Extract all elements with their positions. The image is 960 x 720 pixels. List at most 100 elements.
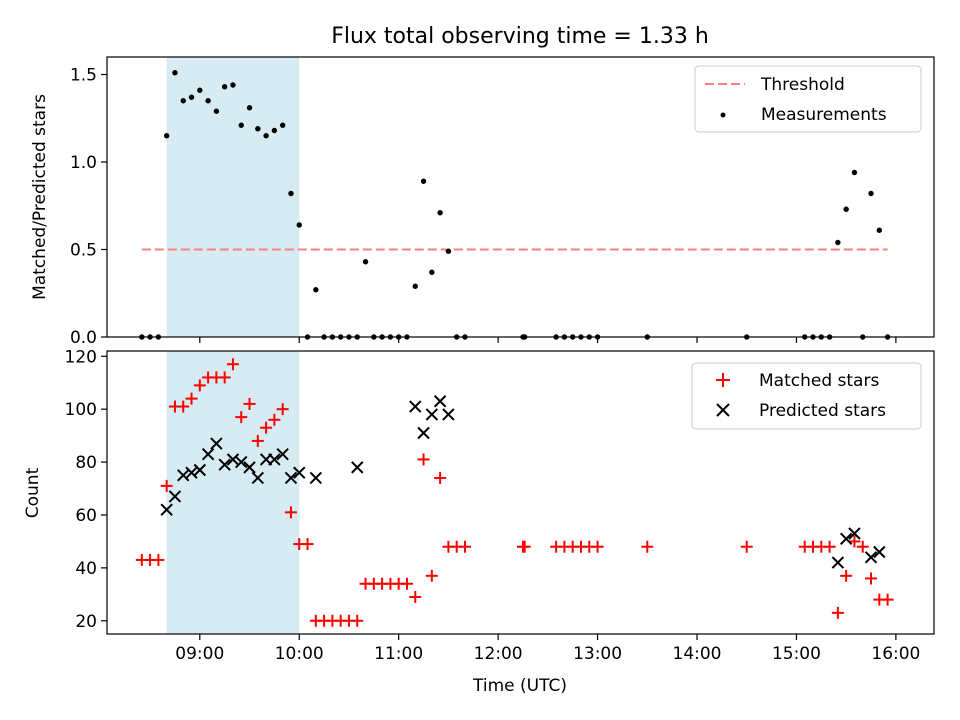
matched-star-point <box>848 535 861 548</box>
matched-star-point <box>840 569 853 582</box>
predicted-star-point <box>243 461 256 474</box>
measurement-point <box>437 210 443 216</box>
measurement-point <box>255 126 261 132</box>
top-axes-frame <box>106 56 935 338</box>
matched-star-point <box>591 540 604 553</box>
matched-star-point <box>417 453 430 466</box>
bottom-y-tick-label: 60 <box>75 506 97 526</box>
predicted-star-point-b <box>235 455 248 469</box>
predicted-star-point-b <box>831 556 845 569</box>
predicted-star-point-b <box>433 395 447 408</box>
predicted-star-point <box>873 545 886 559</box>
predicted-star-point-b <box>873 545 886 559</box>
matched-star-point <box>276 403 289 416</box>
predicted-star-point <box>284 471 298 485</box>
legend-predicted-swatch <box>716 403 730 417</box>
measurement-point <box>288 190 294 197</box>
measurement-point <box>263 133 269 139</box>
top-y-tick-label: 0.5 <box>70 241 97 261</box>
matched-star-point <box>260 421 273 434</box>
predicted-star-point <box>293 466 306 479</box>
matched-star-point <box>226 358 239 371</box>
matched-star-point <box>856 540 869 553</box>
matched-star-point <box>641 540 654 553</box>
predicted-star-point <box>218 458 231 471</box>
measurement-point <box>238 122 244 128</box>
predicted-star-point <box>351 461 364 474</box>
predicted-star-point-b <box>268 453 281 466</box>
predicted-star-point <box>268 453 281 466</box>
predicted-star-point-b <box>226 453 240 466</box>
predicted-star-point-b <box>351 461 364 474</box>
predicted-star-point <box>409 400 422 413</box>
x-axis-label: Time (UTC) <box>472 676 567 696</box>
predicted-star-point-b <box>848 527 861 540</box>
measurement-point <box>429 269 435 275</box>
matched-star-point <box>518 540 531 553</box>
matched-star-point <box>823 540 836 553</box>
bottom-x-tick-label: 13:00 <box>573 644 622 664</box>
bottom-y-tick-label: 120 <box>65 347 97 367</box>
measurement-point <box>197 87 203 93</box>
measurement-point <box>163 133 170 139</box>
chart-title: Flux total observing time = 1.33 h <box>331 24 709 49</box>
measurement-point <box>843 206 849 212</box>
predicted-star-point-b <box>218 458 231 471</box>
measurement-point <box>172 70 178 76</box>
measurement-point <box>412 283 418 289</box>
legend-predicted-label: Predicted stars <box>759 401 886 421</box>
predicted-star-point-b <box>409 400 422 413</box>
matched-star-point <box>268 413 281 426</box>
bottom-y-tick-label: 100 <box>65 400 97 420</box>
matched-star-point <box>865 572 878 585</box>
measurement-point <box>246 105 253 111</box>
matched-star-point <box>243 397 256 410</box>
predicted-star-point-b <box>168 490 182 503</box>
matched-star-point <box>351 614 364 627</box>
predicted-star-point-b <box>442 408 455 421</box>
predicted-star-markers <box>160 395 886 569</box>
predicted-star-point <box>864 551 878 564</box>
matched-star-point <box>831 606 844 619</box>
matched-star-point <box>740 540 753 553</box>
predicted-star-point-b <box>251 471 265 485</box>
bottom-x-tick-label: 15:00 <box>772 644 821 664</box>
predicted-star-point-b <box>210 437 223 450</box>
top-y-tick-label: 0.0 <box>70 328 97 348</box>
predicted-star-point <box>160 503 173 516</box>
predicted-star-point <box>276 447 289 461</box>
measurement-point <box>188 94 195 100</box>
matched-star-markers <box>135 358 894 627</box>
matched-star-point <box>400 577 413 590</box>
matched-star-point <box>458 540 471 553</box>
predicted-star-point-b <box>160 503 173 516</box>
matched-star-point <box>235 411 248 424</box>
bottom-x-tick-label: 10:00 <box>275 644 324 664</box>
measurement-point <box>876 227 883 233</box>
predicted-star-point <box>226 453 240 466</box>
bottom-y-tick-label: 20 <box>75 612 97 632</box>
measurement-point <box>420 178 427 184</box>
bottom-x-tick-label: 14:00 <box>673 644 722 664</box>
predicted-star-point-b <box>276 447 289 461</box>
bottom-y-axis-label: Count <box>23 467 43 518</box>
matched-star-point <box>218 371 231 384</box>
measurement-point <box>230 82 236 88</box>
predicted-star-point-b <box>243 461 256 474</box>
top-y-ticks: 0.0 0.5 1.0 1.5 <box>70 66 107 348</box>
matched-star-point <box>160 479 173 492</box>
measurement-point <box>271 127 278 134</box>
bottom-x-tick-label: 09:00 <box>175 644 224 664</box>
predicted-star-point-b <box>185 466 198 479</box>
legend-matched-label: Matched stars <box>759 371 879 391</box>
predicted-star-point-b <box>293 466 306 479</box>
predicted-star-point <box>185 466 198 479</box>
measurement-point <box>868 190 874 197</box>
predicted-star-point-b <box>309 471 323 485</box>
bottom-x-tick-label: 12:00 <box>474 644 523 664</box>
predicted-star-point <box>425 408 439 421</box>
bottom-y-tick-label: 40 <box>75 559 97 579</box>
predicted-star-point <box>309 471 323 485</box>
measurement-point <box>313 287 319 293</box>
